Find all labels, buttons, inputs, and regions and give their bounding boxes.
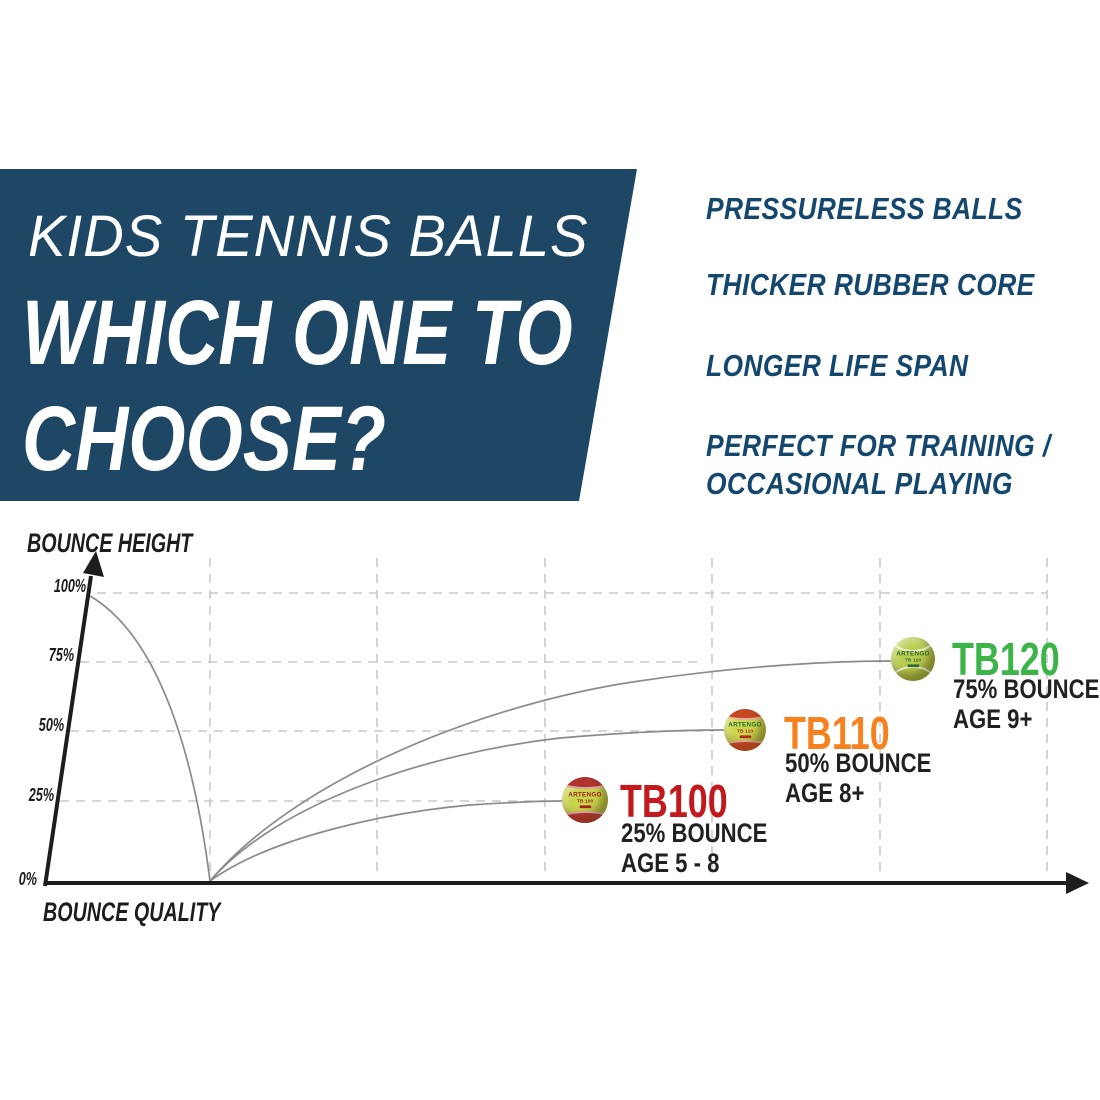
ytick-100-text: 100% <box>53 576 86 596</box>
ytick-100: 100% <box>26 577 86 595</box>
x-axis-label: BOUNCE QUALITY <box>43 899 286 926</box>
tb100-ball-brand: ARTENGO <box>568 791 602 799</box>
feature-training: PERFECT FOR TRAINING / OCCASIONAL PLAYIN… <box>706 427 1100 503</box>
banner-subtitle: KIDS TENNIS BALLS <box>28 208 606 266</box>
y-axis <box>43 575 93 887</box>
tb100-age-range-text: AGE 5 - 8 <box>621 848 720 878</box>
tb110-age-range: AGE 8+ <box>785 780 882 807</box>
tb120-ball-model: TB 120 <box>904 658 922 664</box>
tb100-age-range: AGE 5 - 8 <box>621 850 741 877</box>
tb120-product-name: TB120 <box>952 636 1090 682</box>
y-axis-label: BOUNCE HEIGHT <box>27 530 254 557</box>
tb110-orange-patch-top <box>724 709 766 720</box>
tb120-product-name-text: TB120 <box>952 633 1060 685</box>
x-axis-arrowhead <box>1066 872 1089 894</box>
ytick-75: 75% <box>14 646 74 664</box>
bounce-curves <box>89 595 892 882</box>
tb110-ball-model: TB 110 <box>737 729 753 735</box>
tb110-age-range-text: AGE 8+ <box>785 778 865 808</box>
ytick-50: 50% <box>4 716 64 734</box>
tb110-ball-print: ARTENGO TB 110 <box>726 711 764 749</box>
banner-title-line1-text: WHICH ONE TO <box>22 282 573 384</box>
feature-life-span: LONGER LIFE SPAN <box>706 347 1015 385</box>
tb100-product-name: TB100 <box>620 778 758 824</box>
tb110-orange-patch-bottom <box>724 740 766 751</box>
tennis-ball-tb120: ARTENGO TB 120 <box>891 637 935 681</box>
ytick-75-text: 75% <box>48 645 74 665</box>
tb120-bounce-curve <box>209 660 892 882</box>
chart-gridlines <box>60 558 1048 878</box>
y-axis-label-text: BOUNCE HEIGHT <box>27 528 193 558</box>
banner-title-line2: CHOOSE? <box>22 393 477 485</box>
tb100-bounce-value-text: 25% BOUNCE <box>621 818 768 848</box>
tb120-ball-print: ARTENGO TB 120 <box>893 639 933 679</box>
x-axis-label-text: BOUNCE QUALITY <box>43 897 221 927</box>
ytick-0-text: 0% <box>18 869 37 889</box>
tb110-bounce-value-text: 50% BOUNCE <box>785 748 932 778</box>
tb120-ball-small-print <box>907 664 919 668</box>
tb120-bounce-value-text: 75% BOUNCE <box>953 674 1100 704</box>
tb120-age-range: AGE 9+ <box>953 706 1050 733</box>
tb100-ball-print: ARTENGO TB 100 <box>564 779 605 820</box>
tennis-ball-tb110: ARTENGO TB 110 <box>724 709 766 751</box>
ytick-0: 0% <box>0 870 37 888</box>
title-banner <box>0 169 637 501</box>
feature-pressureless-text: PRESSURELESS BALLS <box>706 191 1023 226</box>
tb110-product-name: TB110 <box>784 710 920 756</box>
chart-axes <box>43 575 1070 887</box>
tb120-ball-brand: ARTENGO <box>896 650 930 658</box>
banner-title-line1: WHICH ONE TO <box>22 287 710 379</box>
tb100-product-name-text: TB100 <box>620 775 728 827</box>
y-axis-arrowhead <box>83 551 104 577</box>
tb100-red-patch-top <box>562 777 608 789</box>
tb110-bounce-curve <box>209 729 725 882</box>
ytick-25: 25% <box>0 786 54 804</box>
ytick-25-text: 25% <box>28 785 54 805</box>
tb110-product-name-text: TB110 <box>784 707 890 759</box>
tb100-red-patch-bottom <box>562 811 608 823</box>
tb100-ball-small-print <box>579 805 591 809</box>
tb100-bounce-curve <box>209 800 564 882</box>
drop-curve <box>89 595 211 882</box>
tb110-bounce-value: 50% BOUNCE <box>785 750 964 777</box>
tennis-ball-tb100: ARTENGO TB 100 <box>562 777 608 823</box>
feature-life-span-text: LONGER LIFE SPAN <box>706 348 969 383</box>
feature-rubber-core-text: THICKER RUBBER CORE <box>706 267 1035 302</box>
tb110-ball-small-print <box>739 735 751 739</box>
tb120-age-range-text: AGE 9+ <box>953 704 1033 734</box>
banner-subtitle-text: KIDS TENNIS BALLS <box>28 204 589 269</box>
banner-title-line2-text: CHOOSE? <box>22 388 386 490</box>
feature-training-text: PERFECT FOR TRAINING / OCCASIONAL PLAYIN… <box>706 428 1051 502</box>
tb100-bounce-value: 25% BOUNCE <box>621 820 800 847</box>
feature-rubber-core: THICKER RUBBER CORE <box>706 266 1093 304</box>
tb100-ball-model: TB 100 <box>576 799 594 805</box>
feature-pressureless: PRESSURELESS BALLS <box>706 190 1078 228</box>
tb120-seam-top <box>891 637 935 652</box>
tb120-bounce-value: 75% BOUNCE <box>953 676 1100 703</box>
tb110-ball-brand: ARTENGO <box>728 721 762 729</box>
ytick-50-text: 50% <box>38 715 64 735</box>
